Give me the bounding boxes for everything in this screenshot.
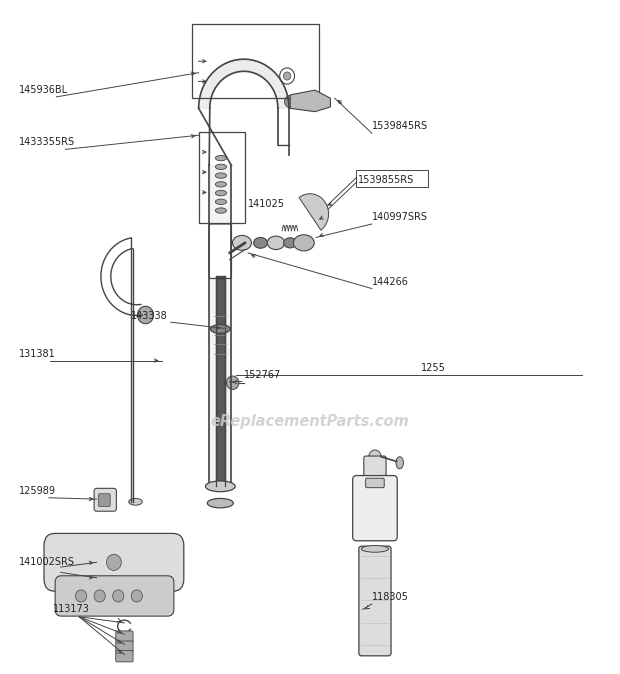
Ellipse shape [215,190,226,195]
FancyBboxPatch shape [94,489,117,511]
Ellipse shape [232,235,252,250]
Bar [198,132,245,222]
Ellipse shape [284,238,297,248]
Ellipse shape [285,96,296,108]
Polygon shape [290,90,330,112]
Ellipse shape [215,199,226,204]
Ellipse shape [210,325,230,334]
Ellipse shape [361,545,389,552]
Circle shape [113,590,124,602]
Text: 141025: 141025 [248,200,285,209]
Circle shape [369,450,381,464]
FancyBboxPatch shape [55,576,174,616]
Text: eReplacementParts.com: eReplacementParts.com [211,414,409,429]
FancyBboxPatch shape [364,456,386,482]
Circle shape [94,590,105,602]
Ellipse shape [215,156,226,161]
Ellipse shape [205,481,235,492]
Text: 1539845RS: 1539845RS [372,121,428,131]
Text: 118305: 118305 [372,592,409,602]
Circle shape [283,72,291,80]
Text: 1255: 1255 [422,363,446,373]
Polygon shape [299,193,329,231]
Circle shape [76,590,87,602]
Ellipse shape [215,173,226,178]
Circle shape [138,306,154,324]
Text: 145936BL: 145936BL [19,85,68,95]
Circle shape [131,590,143,602]
Bar [192,24,319,98]
Ellipse shape [129,499,143,505]
FancyBboxPatch shape [44,533,184,591]
FancyBboxPatch shape [359,546,391,656]
Ellipse shape [293,235,314,251]
Text: 1539855RS: 1539855RS [358,175,415,185]
Ellipse shape [215,164,226,170]
FancyBboxPatch shape [116,641,133,652]
Polygon shape [198,59,289,109]
Ellipse shape [215,208,226,213]
Text: 152767: 152767 [244,370,281,380]
FancyBboxPatch shape [116,631,133,642]
Bar [356,171,428,187]
Text: 1433355RS: 1433355RS [19,137,76,148]
Ellipse shape [396,457,404,469]
Text: 131381: 131381 [19,348,56,359]
Ellipse shape [215,181,226,187]
FancyBboxPatch shape [116,650,133,662]
Text: 125989: 125989 [19,486,56,496]
Text: 144266: 144266 [372,276,409,286]
Text: 140997SRS: 140997SRS [372,212,428,222]
FancyBboxPatch shape [99,494,110,506]
Ellipse shape [267,236,285,249]
Text: 143338: 143338 [131,311,167,321]
Text: 141002SRS: 141002SRS [19,557,75,567]
Ellipse shape [254,237,267,248]
FancyBboxPatch shape [353,476,397,541]
FancyBboxPatch shape [366,479,384,488]
Ellipse shape [207,499,233,508]
FancyBboxPatch shape [209,224,231,278]
Circle shape [107,554,122,570]
Circle shape [226,376,239,390]
Text: 113173: 113173 [53,604,90,614]
